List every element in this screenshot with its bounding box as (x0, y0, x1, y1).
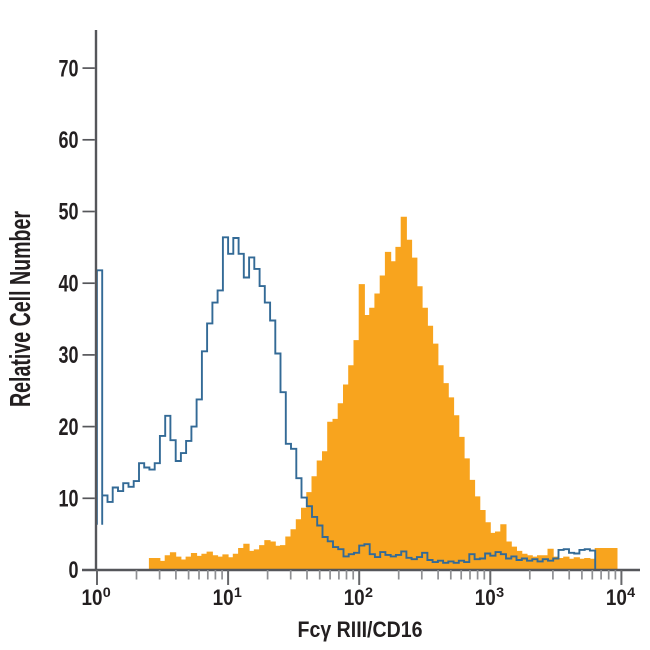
svg-text:10: 10 (82, 585, 103, 610)
svg-text:3: 3 (496, 584, 504, 600)
svg-text:10: 10 (475, 585, 496, 610)
svg-text:Fcγ RIII/CD16: Fcγ RIII/CD16 (298, 617, 423, 642)
svg-text:10: 10 (59, 486, 79, 513)
svg-text:10: 10 (606, 585, 627, 610)
svg-text:50: 50 (59, 199, 79, 226)
svg-text:0: 0 (103, 584, 111, 600)
svg-text:60: 60 (59, 127, 79, 154)
svg-text:10: 10 (344, 585, 365, 610)
svg-text:20: 20 (59, 414, 79, 441)
svg-text:30: 30 (59, 342, 79, 369)
svg-text:0: 0 (69, 557, 79, 584)
svg-text:2: 2 (365, 584, 373, 600)
svg-text:1: 1 (234, 584, 242, 600)
svg-text:Relative Cell Number: Relative Cell Number (5, 211, 37, 407)
svg-text:40: 40 (59, 270, 79, 297)
svg-text:70: 70 (59, 55, 79, 82)
svg-text:4: 4 (627, 584, 635, 600)
svg-text:10: 10 (213, 585, 234, 610)
